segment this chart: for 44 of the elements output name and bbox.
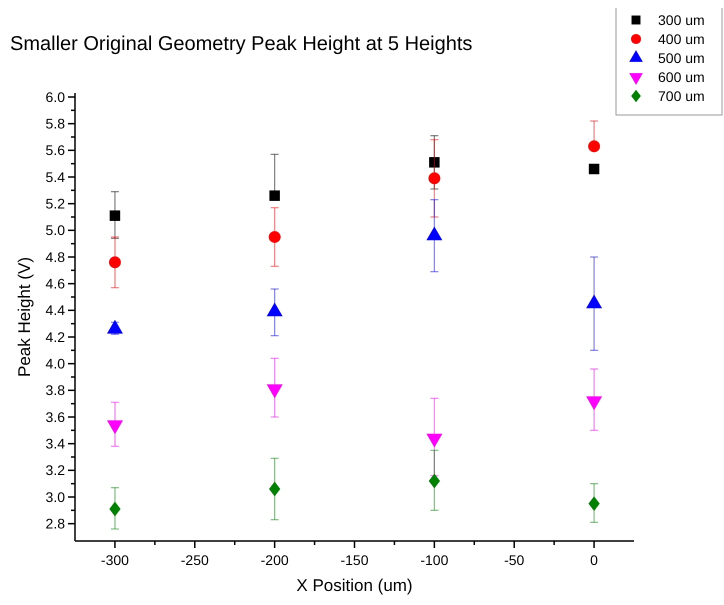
y-tick-label: 5.6 <box>46 142 66 158</box>
y-tick-label: 4.2 <box>46 328 66 345</box>
point <box>429 157 440 168</box>
y-tick-label: 3.4 <box>46 436 66 452</box>
x-tick-label: 0 <box>590 552 598 568</box>
y-tick-label: 2.8 <box>46 516 66 532</box>
point <box>588 496 600 511</box>
point <box>110 210 120 221</box>
y-tick-label: 4.8 <box>46 248 66 265</box>
x-tick-label: -100 <box>420 552 449 568</box>
legend-label: 300 um <box>658 12 705 28</box>
point <box>269 482 280 496</box>
point <box>428 172 440 184</box>
y-tick-label: 5.8 <box>46 116 66 132</box>
y-tick-label: 3.2 <box>46 462 66 478</box>
y-tick-label: 4.0 <box>46 356 66 372</box>
y-tick-label: 4.6 <box>46 276 66 292</box>
x-tick-label: -50 <box>504 552 525 568</box>
point <box>268 231 281 243</box>
y-tick-label: 3.8 <box>46 382 66 398</box>
y-tick-label: 5.4 <box>46 168 66 185</box>
point <box>588 140 600 152</box>
x-tick-label: -300 <box>100 552 130 568</box>
x-axis-title: X Position (um) <box>296 576 413 595</box>
y-tick-label: 4.4 <box>46 302 66 318</box>
x-tick-label: -200 <box>260 552 289 568</box>
legend-label: 600 um <box>658 68 705 85</box>
y-tick-label: 3.6 <box>46 408 66 425</box>
y-tick-label: 3.0 <box>46 488 66 505</box>
y-tick-label: 5.2 <box>46 196 66 212</box>
y-axis-title: Peak Height (V) <box>15 257 34 377</box>
point <box>269 190 280 201</box>
chart-title: Smaller Original Geometry Peak Height at 5 Heights <box>10 33 472 55</box>
y-tick-label: 5.0 <box>46 222 66 238</box>
legend-label: 400 um <box>658 30 705 47</box>
x-tick-label: -250 <box>180 552 210 568</box>
point <box>428 474 440 488</box>
y-tick-label: 6.0 <box>46 88 66 105</box>
legend-label: 700 um <box>658 88 705 104</box>
legend-label: 500 um <box>658 50 705 66</box>
point <box>109 502 121 516</box>
x-tick-label: -150 <box>340 552 369 568</box>
point <box>109 256 121 268</box>
point <box>588 164 600 174</box>
